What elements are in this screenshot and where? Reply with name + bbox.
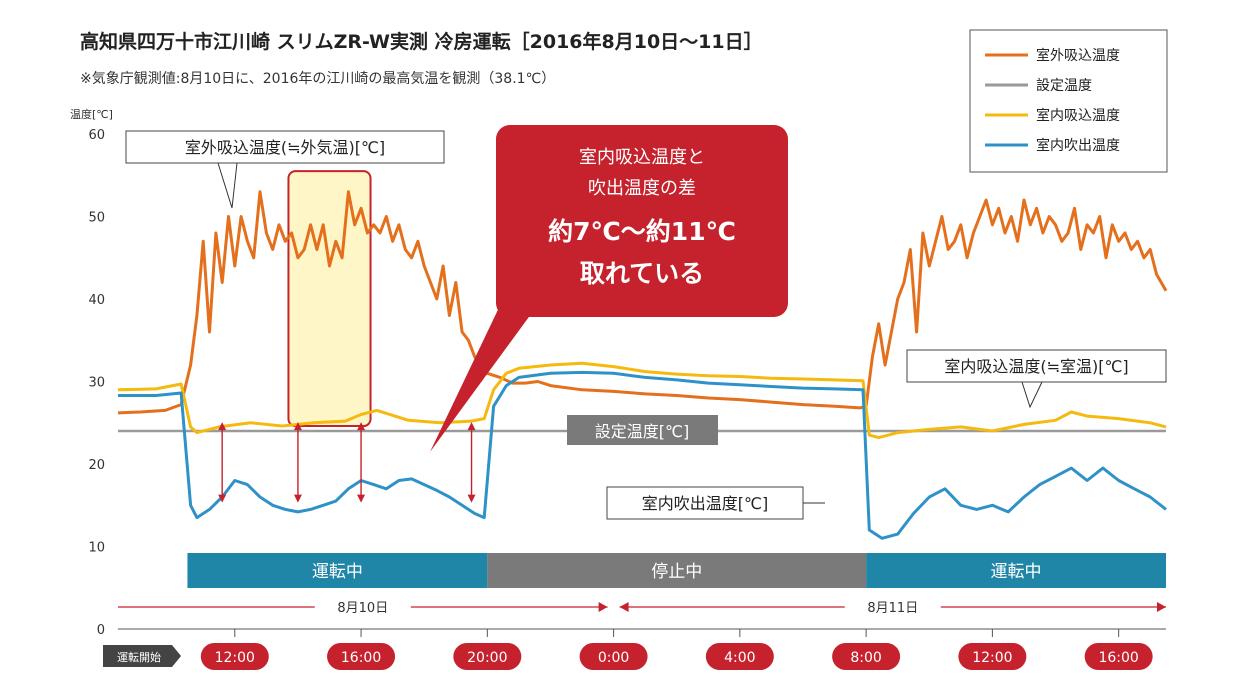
time-tick-badge [832,643,901,670]
set-temp-label-box [567,415,718,445]
operation-band-label: 運転中 [991,562,1042,582]
label-leader [1021,381,1043,409]
series-line-室外吸込温度 [117,190,1168,415]
time-tick-label: 16:00 [341,650,381,666]
date-range-arrowhead [598,602,608,612]
time-axis: 運転開始 12:00 16:00 20:00 0:00 4:00 8:00 12:00 16:0… [103,629,1153,670]
start-marker-label: 運転開始 [117,650,161,664]
series-line-室内吹出温度 [118,370,1167,540]
y-tick-label: 60 [88,128,105,143]
time-tick-label: 12:00 [972,650,1012,666]
callout-line4: 取れている [580,259,704,288]
callout-line1: 室内吸込温度と [579,147,705,168]
time-tick-badge [453,643,522,670]
diff-arrow-head [357,422,366,431]
legend-label: 設定温度 [1036,78,1092,94]
series-label-box [906,349,1167,383]
y-tick-group: 0 10 20 30 40 50 60 [88,128,1166,638]
set-temp-label: 設定温度[℃] [595,422,689,441]
series-label: 室内吹出温度[℃] [642,494,768,513]
date-range-arrowhead [619,602,629,612]
series-label-box [606,486,804,520]
diff-arrow-head [357,494,366,503]
callout-pointer [430,295,545,452]
time-tick-badge [705,643,774,670]
y-axis-label: 温度[℃] [70,107,113,121]
diff-arrow-head [467,494,476,503]
time-tick-badge [1084,643,1153,670]
series-labels: 室外吸込温度(≒外気温)[℃] 室内吸込温度(≒室温)[℃] 室内吹出温度[℃] 設定… [125,130,1167,520]
start-marker [103,645,181,667]
time-tick-badge [958,643,1027,670]
chart-subtitle: ※気象庁観測値:8月10日に、2016年の江川崎の最高気温を観測（38.1℃） [80,70,555,87]
y-tick-label: 30 [88,376,105,391]
callout-bubble [496,125,788,317]
date-range-arrowhead [1157,602,1166,612]
difference-arrows [218,422,476,503]
series-label: 室外吸込温度(≒外気温)[℃] [185,138,385,157]
highlight-group [287,170,372,428]
legend-label: 室内吸込温度 [1036,107,1120,124]
callout-line3: 約7℃〜約11℃ [548,217,736,246]
series-label: 室内吸込温度(≒室温)[℃] [944,357,1128,376]
time-tick-label: 20:00 [467,650,507,666]
time-tick-label: 4:00 [724,650,755,666]
diff-arrow-head [218,422,227,431]
time-tick-label: 0:00 [598,650,629,666]
diff-arrow-head [293,422,302,431]
operation-band [866,553,1166,588]
series-line-室内吸込温度 [117,361,1167,440]
time-tick-badge [327,643,396,670]
operation-band [187,553,488,588]
time-tick-badge [200,643,269,670]
diff-arrow-head [467,422,476,431]
diff-arrow-head [218,494,227,503]
label-leader [217,162,238,209]
y-tick-label: 40 [88,293,105,308]
y-tick-label: 20 [88,458,105,473]
y-tick-label: 10 [88,541,105,556]
time-tick-label: 8:00 [850,650,881,666]
operation-band-label: 停止中 [651,562,702,582]
date-ranges: 8月10日 8月11日 [118,601,1166,616]
y-tick-label: 50 [88,211,105,226]
legend-label: 室外吸込温度 [1036,47,1120,64]
time-tick-badge [579,643,648,670]
diff-arrow-head [293,494,302,503]
time-tick-label: 12:00 [215,650,255,666]
operation-band [487,553,867,588]
callout-line2: 吹出温度の差 [588,178,696,199]
date-range-label: 8月10日 [337,601,388,616]
operation-bands: 運転中 停止中 運転中 [187,553,1166,588]
series-label-box [125,130,445,164]
operation-band-label: 運転中 [312,562,363,582]
chart-title: 高知県四万十市江川崎 スリムZR-W実測 冷房運転［2016年8月10日〜11日… [80,30,763,53]
legend-label: 室内吹出温度 [1036,137,1120,154]
y-tick-label: 0 [97,623,105,638]
time-tick-label: 16:00 [1098,650,1138,666]
date-range-label: 8月11日 [867,601,918,616]
highlight-box [287,170,372,428]
